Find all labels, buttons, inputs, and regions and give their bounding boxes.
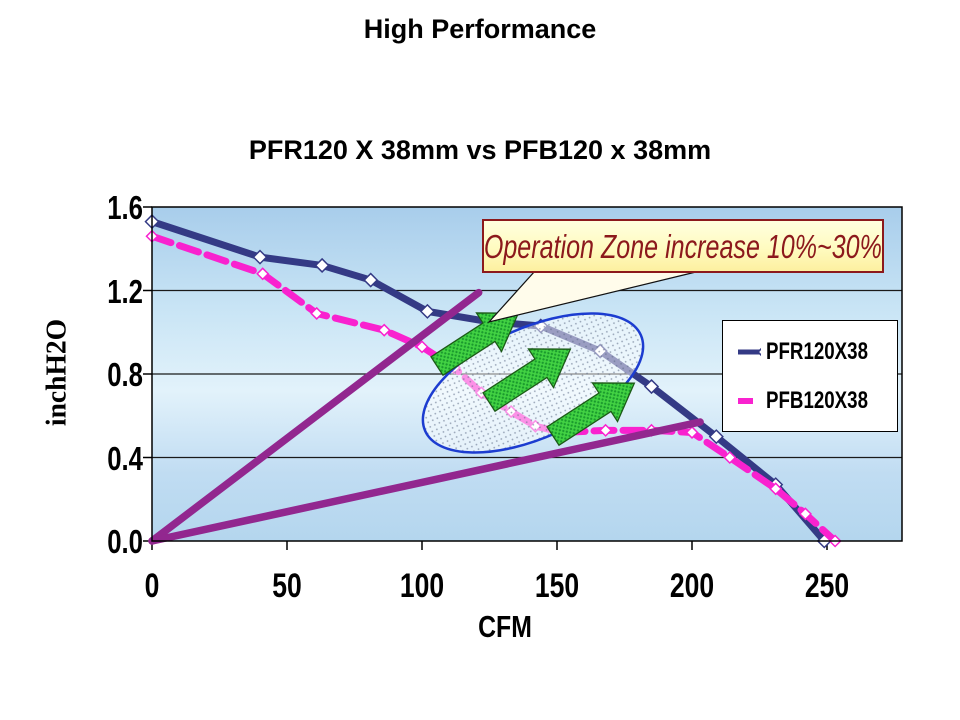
data-marker-diamond (310, 306, 324, 321)
y-axis-title: inchH2O (40, 318, 73, 427)
system-impedance-shallow (148, 418, 704, 545)
x-tick-label: 250 (804, 567, 850, 605)
callout-text: Operation Zone increase 10%~30% (483, 227, 883, 265)
legend-label: PFB120X38 (766, 386, 869, 414)
legend-line-solid-diamond-icon (738, 347, 762, 356)
x-tick-label: 100 (399, 567, 445, 605)
series-curve-pfr120x38 (148, 218, 828, 545)
legend: PFR120X38 PFB120X38 (722, 320, 898, 432)
green-arrow-icon (546, 382, 636, 447)
legend-item-pfr: PFR120X38 (735, 337, 897, 365)
data-marker-diamond (256, 267, 270, 281)
y-tick-label: 0.0 (107, 523, 143, 560)
green-arrow-icon (430, 312, 520, 377)
system-impedance-steep (148, 288, 483, 545)
data-marker-diamond (599, 423, 613, 437)
plot-border (151, 206, 903, 542)
increase-arrows (430, 312, 636, 447)
x-tick-label: 50 (272, 567, 302, 605)
y-tick-label: 1.2 (107, 272, 143, 310)
system-impedance-lines (148, 288, 704, 545)
y-tick-label: 1.6 (107, 189, 143, 226)
data-marker-diamond (377, 323, 391, 337)
x-tick-label: 150 (534, 567, 580, 605)
green-arrow-icon (482, 348, 572, 413)
y-tick-label: 0.8 (107, 356, 143, 393)
data-marker-diamond (708, 429, 724, 445)
data-marker-diamond (363, 272, 379, 288)
chart-title: PFR120 X 38mm vs PFB120 x 38mm (248, 135, 712, 165)
data-marker-diamond (643, 378, 660, 395)
data-marker-diamond (723, 450, 737, 465)
data-marker-diamond (314, 257, 330, 274)
data-marker-diamond (685, 425, 699, 440)
legend-item-pfb: PFB120X38 (735, 386, 897, 414)
legend-label: PFR120X38 (766, 337, 869, 365)
y-tick-label: 0.4 (107, 439, 143, 477)
data-marker-diamond (798, 507, 812, 521)
data-marker-diamond (415, 340, 429, 354)
legend-line-dashed-icon (738, 397, 762, 404)
slide-title: High Performance (363, 14, 597, 44)
data-marker-diamond (252, 249, 268, 265)
data-marker-diamond (769, 482, 783, 496)
data-marker-diamond (419, 303, 435, 319)
callout-operation-zone: Operation Zone increase 10%~30% (482, 219, 884, 273)
x-axis-title: CFM (478, 609, 532, 644)
x-tick-label: 200 (669, 567, 715, 605)
x-tick-label: 0 (144, 567, 160, 605)
